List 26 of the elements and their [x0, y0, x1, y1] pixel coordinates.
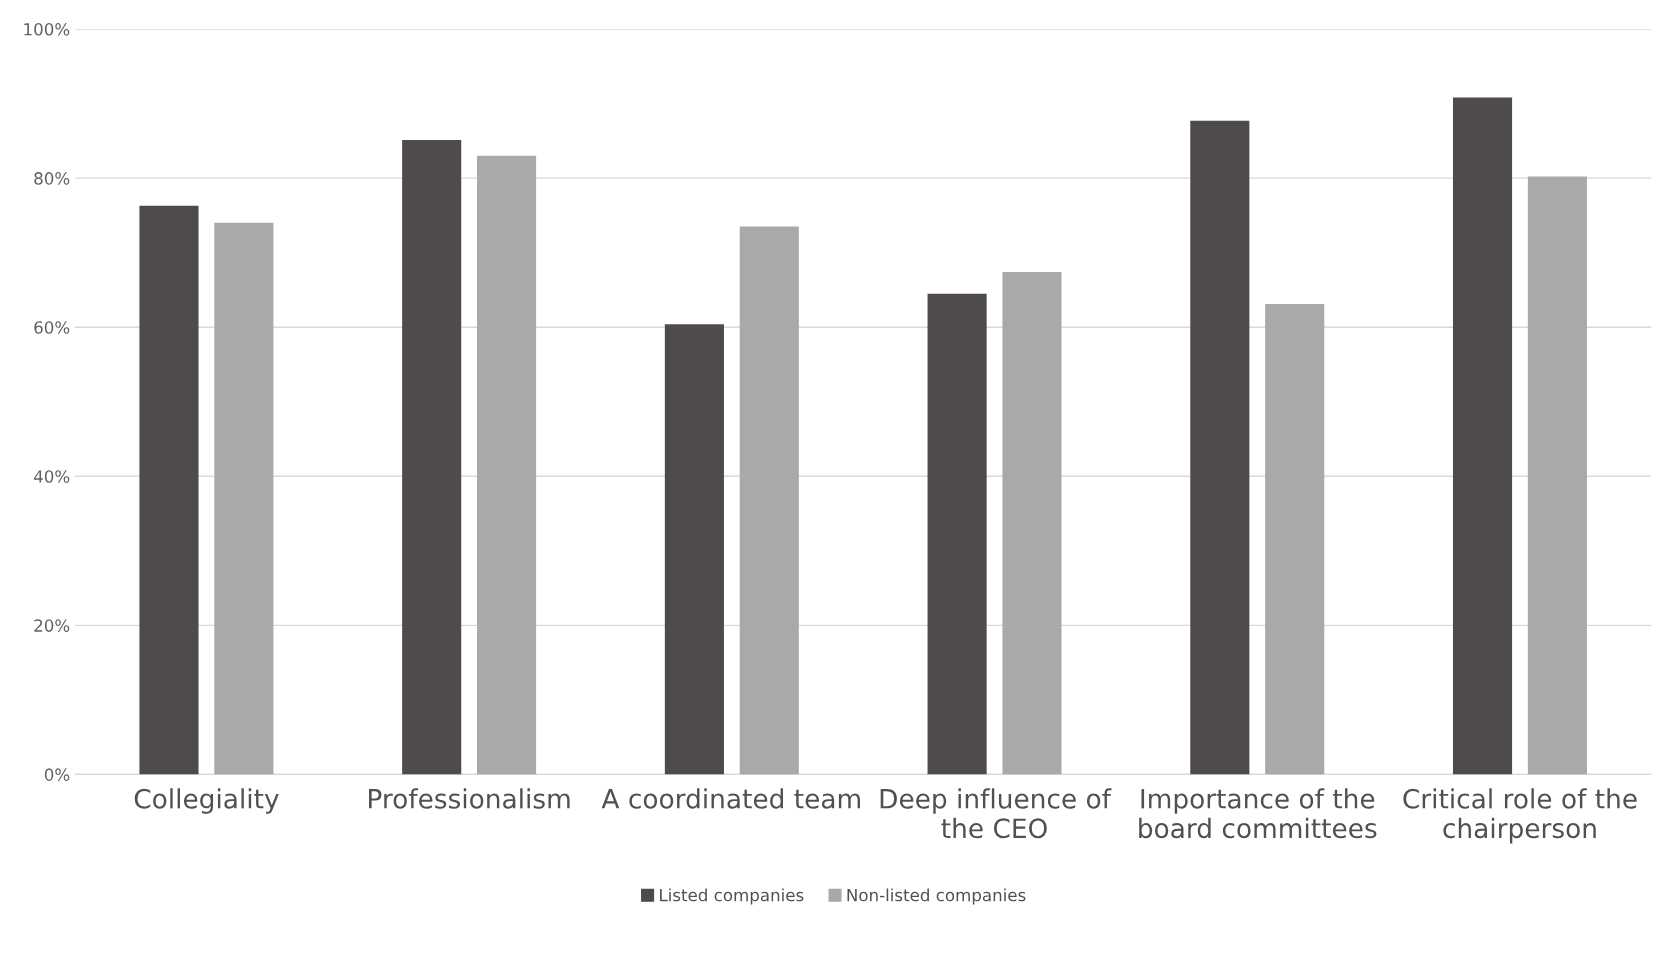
bar: [1190, 120, 1250, 775]
y-tick-label: 100%: [24, 23, 70, 36]
legend-label: Non-listed companies: [847, 888, 1026, 905]
bar: [1527, 176, 1587, 775]
x-tick-label: Collegiality: [134, 788, 279, 814]
y-tick-label: 40%: [33, 470, 70, 483]
x-tick-label: Critical role of the chairperson: [1403, 788, 1637, 844]
bar: [402, 140, 462, 775]
y-tick-label: 0%: [44, 768, 70, 781]
bar: [139, 205, 199, 775]
x-tick-label: Importance of the board committees: [1139, 788, 1377, 839]
bar: [214, 222, 274, 775]
x-tick-label: Professionalism: [369, 788, 570, 809]
bar: [739, 226, 799, 775]
bar: [927, 293, 987, 775]
x-tick-label: Deep influence of the CEO: [880, 788, 1112, 839]
x-tick-label: A coordinated team: [601, 788, 860, 809]
bar: [1002, 272, 1062, 775]
y-tick-label: 80%: [34, 172, 70, 185]
bar: [1452, 97, 1513, 775]
y-tick-label: 60%: [34, 321, 70, 334]
bar: [477, 155, 537, 775]
bar: [1265, 304, 1325, 775]
y-tick-label: 20%: [34, 619, 70, 632]
legend-label: Listed companies: [660, 888, 804, 905]
bar: [664, 324, 724, 775]
